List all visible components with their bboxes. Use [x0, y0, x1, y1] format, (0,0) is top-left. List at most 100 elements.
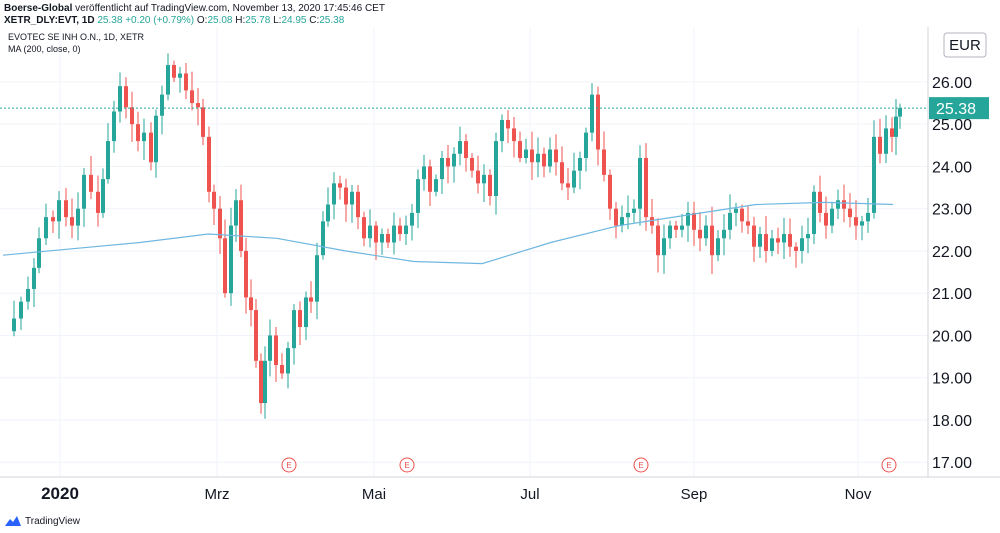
candle-body — [259, 360, 263, 404]
open-value: 25.08 — [207, 15, 233, 26]
candle-body — [692, 212, 696, 230]
earnings-event-marker[interactable]: E — [399, 457, 415, 473]
candle-body — [524, 149, 528, 158]
candle-body — [758, 234, 762, 247]
candle-body — [614, 208, 618, 226]
tradingview-footer[interactable]: TradingView — [4, 515, 80, 527]
candle-body — [894, 116, 898, 137]
price-axis[interactable]: 17.00 18.00 19.00 20.00 21.00 22.00 23.00 24.00… — [932, 75, 972, 472]
candle-body — [476, 170, 480, 184]
candle-body — [76, 208, 80, 226]
high-label: H: — [235, 15, 246, 26]
x-tick-label: Mai — [362, 486, 386, 503]
candle-body — [12, 318, 16, 332]
candle-body — [494, 141, 498, 197]
candle-body — [728, 212, 732, 230]
candle-body — [632, 208, 636, 213]
candle-body — [118, 86, 122, 112]
currency-label: EUR — [949, 37, 981, 54]
candle-body — [458, 141, 462, 154]
candle-body — [380, 234, 384, 243]
candle-body — [154, 115, 158, 163]
candle-body — [848, 208, 852, 218]
earnings-event-marker[interactable]: E — [881, 457, 897, 473]
candle-body — [800, 238, 804, 251]
earnings-event-marker[interactable]: E — [633, 457, 649, 473]
candle-body — [160, 94, 164, 116]
publisher-name: Boerse-Global — [4, 3, 73, 14]
candle-body — [608, 174, 612, 209]
event-marker-label: E — [638, 461, 643, 470]
candle-body — [584, 132, 588, 158]
candle-body — [794, 246, 798, 251]
candle-body — [112, 111, 116, 142]
candle-body — [398, 225, 402, 235]
candle-body — [812, 191, 816, 235]
candle-body — [884, 128, 888, 154]
candle-body — [332, 183, 336, 205]
candle-body — [824, 212, 828, 226]
candle-body — [249, 297, 253, 311]
high-value: 25.78 — [245, 15, 271, 26]
time-axis[interactable]: 2020 Mrz Mai Jul Sep Nov — [41, 484, 872, 503]
candle-body — [434, 179, 438, 192]
candle-body — [878, 136, 882, 154]
candle-body — [674, 225, 678, 230]
candle-body — [392, 225, 396, 243]
candle-body — [650, 217, 654, 226]
y-tick-label: 19.00 — [932, 371, 972, 388]
candle-body — [578, 157, 582, 171]
candle-body — [309, 297, 313, 302]
open-label: O: — [196, 15, 208, 26]
candle-body — [44, 217, 48, 239]
candle-body — [239, 200, 243, 251]
candlestick-chart[interactable]: E E E E 17.00 18.00 19.00 20.00 21.00 22.00 23.00… — [0, 27, 1000, 507]
candle-body — [166, 65, 170, 95]
chart-area[interactable]: E E E E 17.00 18.00 19.00 20.00 21.00 22.00 23.00… — [0, 27, 1000, 507]
candle-body — [836, 200, 840, 209]
y-tick-label: 23.00 — [932, 202, 972, 219]
candle-body — [464, 141, 468, 158]
currency-badge[interactable]: EUR — [943, 32, 987, 58]
candle-body — [244, 250, 248, 298]
y-tick-label: 22.00 — [932, 244, 972, 261]
candle-body — [292, 310, 296, 349]
y-tick-label: 25.00 — [932, 117, 972, 134]
symbol-label: XETR_DLY:EVT, 1D — [4, 15, 95, 26]
candle-body — [710, 225, 714, 256]
candle-body — [854, 217, 858, 226]
candle-body — [130, 107, 134, 125]
candle-body — [764, 234, 768, 251]
candle-body — [229, 225, 233, 294]
candle-body — [89, 174, 93, 192]
candle-body — [149, 132, 153, 163]
candle-body — [368, 225, 372, 239]
candle-body — [286, 348, 290, 374]
price-change: +0.20 (+0.79%) — [125, 15, 195, 26]
x-tick-label: Nov — [845, 486, 872, 503]
candle-body — [344, 187, 348, 205]
candle-body — [26, 288, 30, 302]
x-tick-label: 2020 — [41, 484, 79, 503]
candle-body — [566, 183, 570, 188]
close-value: 25.38 — [319, 15, 345, 26]
candle-body — [212, 191, 216, 209]
candle-body — [374, 225, 378, 243]
earnings-event-marker[interactable]: E — [281, 457, 297, 473]
candle-body — [506, 119, 510, 129]
candle-body — [680, 225, 684, 230]
candle-body — [554, 149, 558, 163]
candle-body — [190, 90, 194, 104]
candle-body — [716, 238, 720, 256]
x-tick-label: Sep — [681, 486, 708, 503]
candle-body — [620, 217, 624, 226]
candle-body — [662, 238, 666, 256]
candle-body — [32, 267, 36, 289]
candle-body — [722, 229, 726, 239]
candle-body — [560, 162, 564, 184]
candle-body — [656, 225, 660, 256]
candle-body — [101, 179, 105, 213]
candle-body — [234, 200, 238, 226]
candle-body — [218, 208, 222, 239]
